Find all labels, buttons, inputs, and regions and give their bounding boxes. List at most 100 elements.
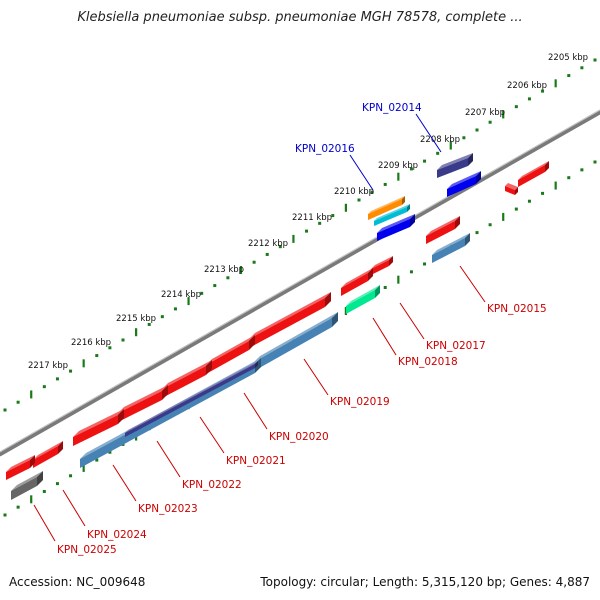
ruler-lower-minor-tick bbox=[541, 191, 545, 195]
gene-block-KPN_02019-end bbox=[332, 312, 338, 327]
gene-label-KPN_02016[interactable]: KPN_02016 bbox=[295, 143, 355, 155]
gene-arrow-upper[interactable] bbox=[374, 204, 410, 226]
gene-label-KPN_02018[interactable]: KPN_02018 bbox=[398, 356, 458, 368]
leader-line-KPN_02022 bbox=[156, 440, 181, 478]
gene-block-KPN_02014[interactable] bbox=[437, 153, 473, 178]
gene-arrow-upper-end bbox=[407, 204, 410, 212]
ruler-lower-minor-tick bbox=[593, 160, 597, 164]
gene-label-KPN_02024[interactable]: KPN_02024 bbox=[87, 529, 147, 541]
ruler-upper-minor-tick bbox=[541, 89, 545, 93]
ruler-upper-minor-tick bbox=[108, 346, 112, 350]
gene-block-KPN_02025[interactable] bbox=[11, 471, 43, 500]
genome-backbone bbox=[0, 109, 600, 457]
gene-arrow-upper-end bbox=[206, 360, 212, 375]
gene-label-KPN_02014[interactable]: KPN_02014 bbox=[362, 102, 422, 114]
gene-arrow-upper-top bbox=[447, 171, 481, 189]
gene-arrow-upper-end bbox=[545, 161, 549, 172]
ruler-lower-minor-tick bbox=[383, 286, 387, 290]
gene-arrow-upper-front bbox=[426, 221, 455, 244]
genome-backbone-highlight bbox=[0, 109, 600, 453]
gene-arrow-upper[interactable] bbox=[206, 335, 255, 374]
gene-block-KPN_02019-front bbox=[254, 318, 332, 371]
ruler-lower-minor-tick bbox=[567, 176, 571, 180]
ruler-kbp-label: 2205 kbp bbox=[548, 53, 588, 63]
ruler-upper-minor-tick bbox=[580, 66, 584, 70]
ruler-upper-minor-tick bbox=[383, 182, 387, 186]
gene-label-KPN_02023[interactable]: KPN_02023 bbox=[138, 503, 198, 515]
gene-block-lower-end bbox=[255, 358, 261, 373]
gene-block-KPN_02021-end bbox=[255, 361, 258, 368]
leader-line-KPN_02024 bbox=[62, 489, 86, 527]
ruler-kbp-label: 2217 kbp bbox=[28, 361, 68, 371]
ruler-lower-minor-tick bbox=[423, 262, 427, 266]
gene-arrow-upper[interactable] bbox=[6, 455, 35, 480]
ruler-upper-minor-tick bbox=[475, 128, 479, 132]
ruler-lower-minor-tick bbox=[95, 458, 99, 462]
ruler-upper-minor-tick bbox=[370, 190, 374, 194]
ruler-upper-minor-tick bbox=[226, 276, 230, 280]
gene-arrow-upper-end bbox=[476, 171, 481, 184]
gene-arrow-KPN_02016-front bbox=[368, 199, 402, 220]
gene-label-KPN_02015[interactable]: KPN_02015 bbox=[487, 303, 547, 315]
ruler-upper-minor-tick bbox=[278, 245, 282, 249]
gene-label-KPN_02019[interactable]: KPN_02019 bbox=[330, 396, 390, 408]
ruler-labels: 2205 kbp 2206 kbp 2207 kbp 2208 kbp 2209 kbp… bbox=[28, 53, 588, 371]
map-title: Klebsiella pneumoniae subsp. pneumoniae … bbox=[77, 10, 523, 25]
ruler-kbp-label: 2212 kbp bbox=[248, 239, 288, 249]
label-leader-lines bbox=[33, 113, 486, 542]
ruler-lower-minor-tick bbox=[488, 223, 492, 227]
gene-arrow-upper[interactable] bbox=[447, 171, 481, 197]
gene-arrow-upper-top bbox=[518, 161, 549, 180]
ruler-upper-minor-tick bbox=[331, 214, 335, 218]
ruler-upper-minor-tick bbox=[42, 385, 46, 389]
gene-arrow-upper-end bbox=[325, 292, 331, 307]
leader-line-KPN_02014 bbox=[415, 113, 442, 153]
gene-arrow-upper[interactable] bbox=[377, 214, 415, 241]
gene-block-KPN_02025-end bbox=[37, 471, 43, 486]
gene-arrow-upper[interactable] bbox=[162, 360, 212, 398]
gene-arrow-upper-front bbox=[73, 415, 118, 446]
gene-arrow-upper[interactable] bbox=[426, 216, 460, 244]
ruler-upper-minor-tick bbox=[16, 400, 20, 404]
gene-arrow-upper-top bbox=[6, 455, 35, 472]
gene-arrow-KPN_02016[interactable] bbox=[368, 196, 405, 220]
gene-label-KPN_02025[interactable]: KPN_02025 bbox=[57, 544, 117, 556]
ruler-lower-minor-tick bbox=[108, 450, 112, 454]
gene-arrow-upper-front bbox=[118, 391, 162, 422]
gene-arrow-upper[interactable] bbox=[505, 183, 518, 195]
gene-arrow-upper-end bbox=[30, 455, 35, 468]
gene-label-KPN_02021[interactable]: KPN_02021 bbox=[226, 455, 286, 467]
gene-arrow-upper[interactable] bbox=[73, 409, 124, 446]
gene-label-KPN_02020[interactable]: KPN_02020 bbox=[269, 431, 329, 443]
gene-arrow-upper[interactable] bbox=[518, 161, 549, 187]
leader-line-KPN_02020 bbox=[243, 392, 268, 430]
gene-arrow-upper-top bbox=[33, 441, 63, 460]
gene-block-KPN_02019[interactable] bbox=[254, 312, 338, 371]
gene-arrow-upper[interactable] bbox=[249, 292, 331, 348]
ruler-upper-minor-tick bbox=[305, 229, 309, 233]
gene-arrow-upper-top bbox=[162, 360, 212, 389]
gene-label-KPN_02017[interactable]: KPN_02017 bbox=[426, 340, 486, 352]
ruler-lower-minor-tick bbox=[475, 231, 479, 235]
gene-block-KPN_02019-top bbox=[254, 312, 338, 362]
gene-arrow-upper-front bbox=[341, 273, 368, 296]
gene-block-KPN_02018[interactable] bbox=[346, 285, 380, 314]
gene-arrow-upper-end bbox=[389, 256, 393, 266]
gene-block-KPN_02021[interactable] bbox=[125, 361, 258, 437]
ruler-upper-minor-tick bbox=[69, 369, 73, 373]
gene-arrow-upper[interactable] bbox=[118, 385, 168, 422]
gene-arrow-upper-front bbox=[206, 341, 249, 374]
gene-arrow-upper[interactable] bbox=[33, 441, 63, 468]
ruler-upper-minor-tick bbox=[527, 97, 531, 101]
gene-arrow-upper-top bbox=[505, 183, 518, 190]
gene-block-KPN_02015[interactable] bbox=[432, 233, 470, 263]
gene-arrow-upper-top bbox=[249, 292, 331, 339]
gene-block-KPN_02015-top bbox=[432, 233, 470, 255]
gene-block-KPN_02014-end bbox=[468, 153, 473, 166]
gene-label-KPN_02022[interactable]: KPN_02022 bbox=[182, 479, 242, 491]
ruler-upper-minor-tick bbox=[567, 74, 571, 78]
ruler-lower-minor-tick bbox=[580, 168, 584, 172]
gene-arrow-upper[interactable] bbox=[341, 268, 373, 296]
gene-arrow-upper[interactable] bbox=[371, 256, 393, 275]
